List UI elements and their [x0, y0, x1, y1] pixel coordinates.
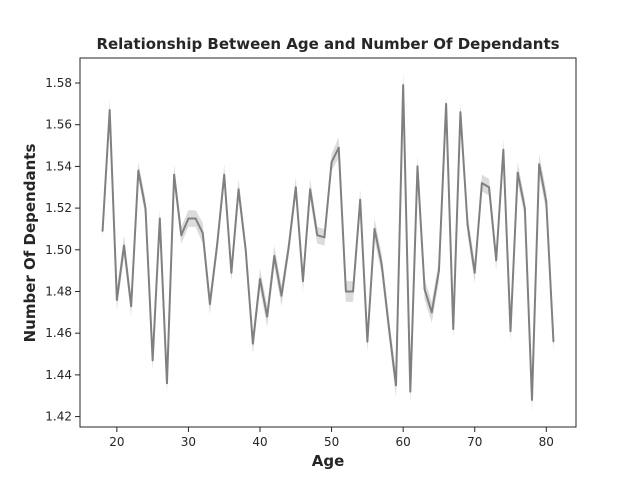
- series-line: [101, 84, 555, 401]
- data-point: [237, 188, 240, 191]
- data-point: [158, 217, 161, 220]
- chart-title: Relationship Between Age and Number Of D…: [96, 35, 559, 53]
- data-point: [230, 271, 233, 274]
- data-point: [187, 217, 190, 220]
- data-point: [173, 173, 176, 176]
- x-tick-label: 80: [539, 435, 554, 449]
- data-point: [488, 186, 490, 189]
- y-tick-label: 1.56: [45, 118, 72, 132]
- y-tick-label: 1.44: [45, 368, 72, 382]
- data-point: [280, 294, 283, 297]
- data-point: [552, 340, 555, 343]
- data-point: [373, 228, 376, 230]
- y-tick-label: 1.42: [45, 410, 72, 424]
- data-point: [180, 234, 183, 237]
- plot-frame: [79, 57, 577, 428]
- x-tick-label: 40: [252, 435, 267, 449]
- data-point: [130, 305, 133, 307]
- x-axis: 20 30 40 50 60 70 80: [109, 427, 554, 449]
- data-point: [445, 102, 447, 105]
- data-point: [480, 182, 483, 184]
- data-point: [201, 232, 204, 235]
- data-point: [251, 342, 254, 345]
- data-point: [502, 148, 505, 151]
- data-point: [244, 248, 247, 251]
- data-point: [516, 171, 519, 174]
- data-point: [323, 236, 326, 239]
- data-point: [416, 165, 419, 168]
- data-point: [337, 146, 340, 149]
- data-point: [115, 298, 118, 301]
- y-tick-label: 1.52: [45, 201, 72, 215]
- data-point: [309, 188, 312, 191]
- y-tick-label: 1.54: [45, 159, 72, 173]
- data-point: [430, 311, 433, 314]
- data-point: [287, 246, 290, 249]
- y-axis: 1.42 1.44 1.46 1.48 1.50 1.52 1.54 1.56 1.58: [45, 76, 80, 424]
- data-point: [344, 290, 347, 293]
- data-point: [266, 315, 269, 318]
- y-tick-label: 1.48: [45, 284, 72, 298]
- y-tick-label: 1.50: [45, 243, 72, 257]
- data-point: [216, 244, 218, 247]
- data-point: [473, 271, 476, 274]
- data-point: [151, 359, 154, 362]
- data-point: [509, 330, 512, 332]
- data-point: [273, 255, 276, 257]
- data-point: [316, 234, 319, 237]
- data-point: [330, 161, 333, 164]
- data-point: [259, 278, 261, 280]
- data-point: [523, 207, 526, 210]
- data-point: [194, 217, 197, 220]
- data-point: [409, 390, 412, 393]
- data-point: [101, 230, 104, 232]
- data-point: [294, 186, 297, 189]
- x-tick-label: 20: [109, 435, 124, 449]
- data-point: [144, 207, 147, 210]
- data-point: [466, 223, 469, 226]
- data-point: [459, 111, 462, 114]
- data-point: [123, 244, 125, 247]
- data-point: [395, 384, 397, 387]
- data-point: [352, 290, 354, 293]
- x-tick-label: 60: [396, 435, 411, 449]
- data-point: [108, 109, 111, 112]
- data-point: [166, 382, 168, 385]
- data-point: [538, 163, 541, 166]
- data-point: [545, 200, 548, 203]
- y-tick-label: 1.58: [45, 76, 72, 90]
- data-point: [452, 328, 455, 330]
- data-point: [438, 269, 440, 272]
- data-point: [302, 280, 304, 282]
- data-point: [137, 169, 140, 172]
- y-tick-label: 1.46: [45, 326, 72, 340]
- data-point: [402, 84, 405, 86]
- data-point: [209, 303, 211, 305]
- data-point: [380, 263, 383, 266]
- data-point: [387, 326, 390, 328]
- data-point: [531, 399, 533, 401]
- data-point: [423, 288, 426, 291]
- data-point: [366, 340, 369, 343]
- data-point: [495, 259, 498, 262]
- data-point: [223, 173, 226, 176]
- data-point: [359, 198, 362, 201]
- y-axis-label: Number Of Dependants: [21, 144, 39, 343]
- x-tick-label: 30: [181, 435, 196, 449]
- x-tick-label: 70: [467, 435, 482, 449]
- x-tick-label: 50: [324, 435, 339, 449]
- plot-area: [101, 70, 555, 413]
- x-axis-label: Age: [312, 452, 345, 470]
